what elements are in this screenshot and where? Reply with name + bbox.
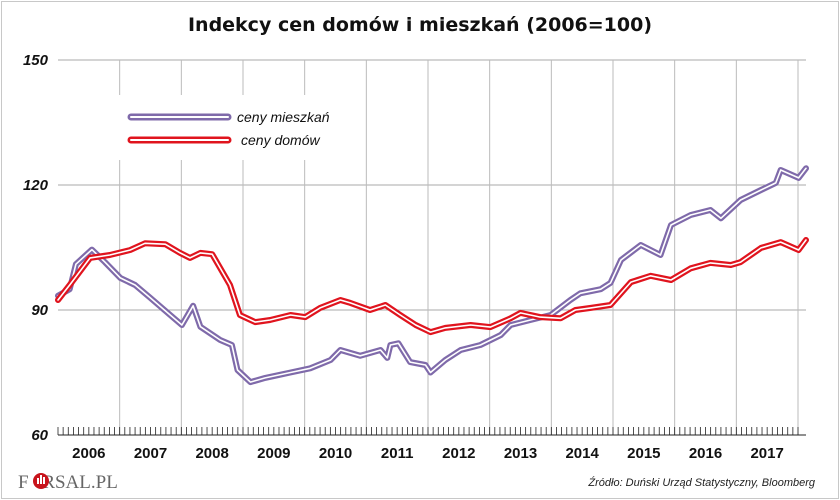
series-line-inner xyxy=(57,167,807,383)
y-tick-label: 90 xyxy=(31,302,48,319)
legend: ceny mieszkań ceny domów xyxy=(115,95,345,160)
logo: FORSAL.PL xyxy=(18,472,118,493)
series-line xyxy=(55,165,809,386)
x-tick-label: 2016 xyxy=(689,445,722,462)
x-tick-label: 2014 xyxy=(565,445,599,462)
x-tick-label: 2010 xyxy=(319,445,352,462)
x-tick-label: 2015 xyxy=(627,445,660,462)
legend-label: ceny mieszkań xyxy=(237,109,330,125)
x-axis: 2006 2007 2008 2009 2010 2011 2012 2013 2014 2015… xyxy=(57,427,806,462)
x-tick-label: 2009 xyxy=(257,445,290,462)
series-lines xyxy=(55,165,809,386)
series-ceny-mieszkan xyxy=(55,165,809,386)
x-tick-label: 2011 xyxy=(381,445,414,462)
x-tick-label: 2006 xyxy=(72,445,105,462)
logo-text: FORSAL.PL xyxy=(18,472,118,493)
series-ceny-domow xyxy=(55,237,809,336)
y-tick-label: 150 xyxy=(23,52,49,69)
y-tick-label: 120 xyxy=(23,177,49,194)
chart-title: Indekcy cen domów i mieszkań (2006=100) xyxy=(188,14,652,36)
legend-label: ceny domów xyxy=(241,132,320,148)
y-tick-label: 60 xyxy=(31,427,48,444)
x-tick-label: 2007 xyxy=(134,445,167,462)
series-line-inner xyxy=(57,239,807,333)
legend-background xyxy=(115,95,345,160)
x-tick-label: 2013 xyxy=(504,445,537,462)
x-tick-label: 2017 xyxy=(750,445,783,462)
source-note: Źródło: Duński Urząd Statystyczny, Bloom… xyxy=(587,476,815,489)
x-tick-label: 2008 xyxy=(195,445,228,462)
y-axis: 150 120 90 60 xyxy=(23,52,49,444)
x-tick-label: 2012 xyxy=(442,445,475,462)
